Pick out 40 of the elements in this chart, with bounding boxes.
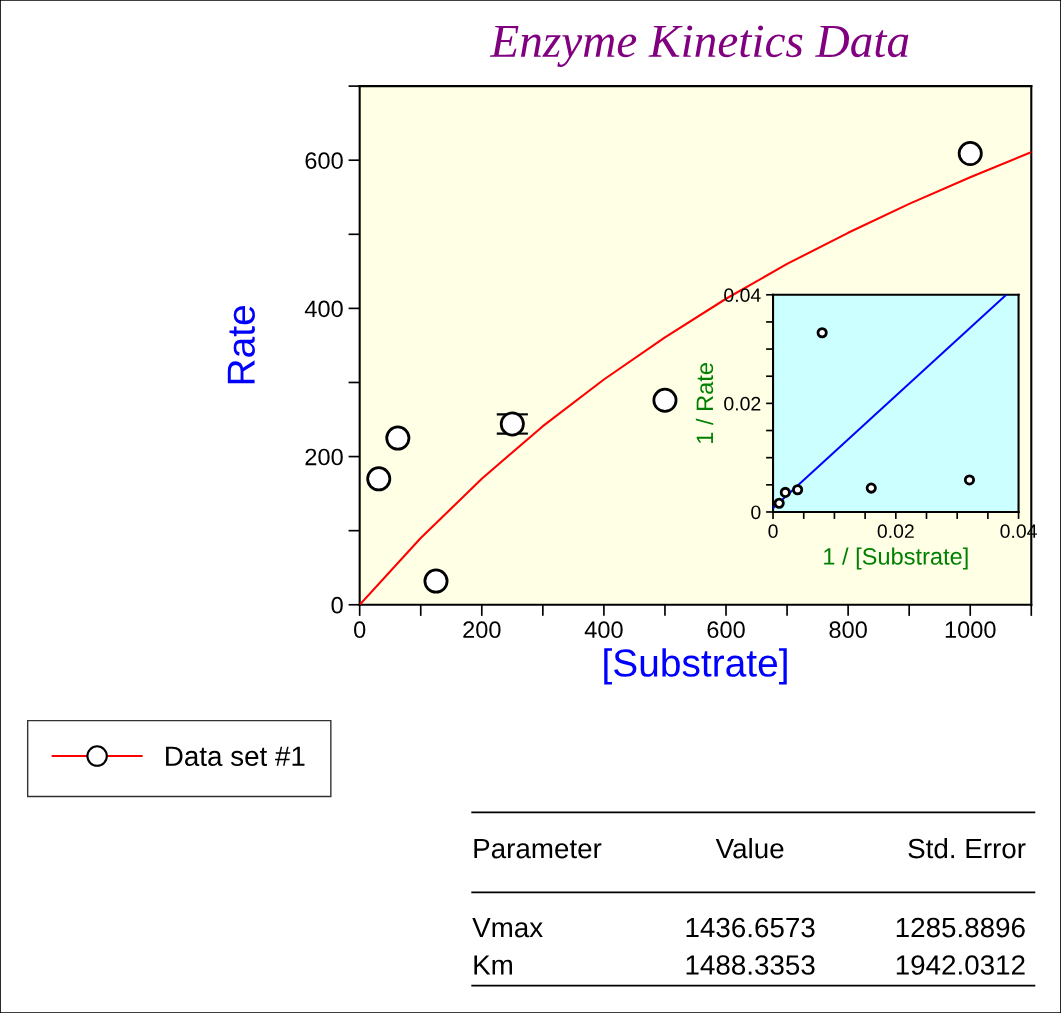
x-tick-label: 0.02 [877, 524, 914, 539]
y-tick-label: 600 [305, 152, 343, 169]
point [652, 387, 678, 413]
x-tick-label: 1000 [945, 621, 996, 639]
point [779, 486, 791, 498]
chart-title: Enzyme Kinetics Data [489, 25, 909, 67]
x-tick-label: 0 [768, 524, 778, 539]
point [423, 568, 449, 594]
text: Km [474, 955, 512, 975]
text: Parameter [474, 838, 602, 859]
point [792, 484, 804, 496]
x-tick-label: 0 [354, 621, 366, 639]
y-tick-label: 0.02 [724, 396, 761, 411]
x-tick-label: 800 [829, 621, 867, 639]
point [963, 474, 976, 486]
text: 1436.6573 [686, 917, 815, 938]
point [816, 327, 828, 339]
y-tick-label: 0 [331, 596, 343, 614]
point [865, 482, 877, 494]
legend-label: Data set #1 [166, 746, 305, 767]
y-tick-label: 400 [304, 300, 343, 318]
text: 1488.3353 [686, 955, 815, 975]
x-tick-label: 200 [463, 621, 501, 639]
x-axis-title: 1 / [Substrate] [824, 547, 968, 570]
x-tick-label: 400 [584, 621, 623, 639]
text: Std. Error [908, 837, 1026, 859]
x-axis-title: [Substrate] [604, 648, 787, 685]
point [773, 497, 785, 509]
point [957, 141, 983, 167]
y-tick-label: 200 [305, 448, 343, 466]
y-tick-label: 0 [751, 505, 761, 520]
x-tick-label: 600 [707, 621, 745, 639]
text: Vmax [472, 918, 543, 938]
text: 1285.8896 [896, 917, 1025, 938]
y-axis-title: 1 / Rate [695, 363, 714, 443]
point [366, 466, 392, 492]
text: Value [715, 837, 784, 859]
y-axis-title: Rate [227, 306, 255, 384]
text: 1942.0312 [896, 955, 1025, 975]
point [385, 425, 411, 451]
